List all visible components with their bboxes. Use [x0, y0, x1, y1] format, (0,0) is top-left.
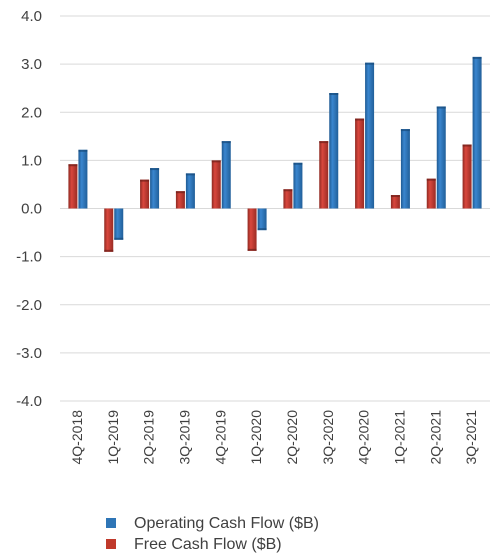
- bar-operating-cash-flow-cap: [365, 62, 375, 65]
- y-tick-label: 0.0: [21, 201, 42, 218]
- bar-free-cash-flow: [355, 118, 365, 209]
- bar-operating-cash-flow-cap: [221, 141, 231, 144]
- y-tick-label: -3.0: [16, 345, 42, 362]
- bar-free-cash-flow: [319, 141, 329, 209]
- bar-operating-cash-flow: [78, 149, 88, 209]
- legend-swatch-free: [106, 539, 116, 549]
- bar-operating-cash-flow-cap: [472, 56, 482, 59]
- bar-free-cash-flow-cap: [175, 191, 185, 194]
- bar-operating-cash-flow: [329, 93, 339, 209]
- bar-free-cash-flow-cap: [247, 248, 257, 251]
- bar-operating-cash-flow: [400, 129, 410, 209]
- bar-free-cash-flow: [175, 191, 185, 209]
- bar-free-cash-flow-cap: [283, 189, 293, 192]
- y-tick-label: 3.0: [21, 56, 42, 73]
- bar-free-cash-flow: [140, 179, 150, 209]
- gridlines: [60, 15, 490, 402]
- bar-operating-cash-flow-cap: [150, 168, 160, 171]
- bar-operating-cash-flow: [114, 208, 124, 240]
- bar-free-cash-flow: [283, 189, 293, 209]
- bar-free-cash-flow: [211, 160, 221, 209]
- bar-operating-cash-flow: [436, 106, 446, 209]
- bars: [68, 56, 482, 252]
- y-tick-label: 4.0: [21, 8, 42, 25]
- legend-label-operating: Operating Cash Flow ($B): [134, 515, 319, 532]
- bar-operating-cash-flow-cap: [78, 149, 88, 152]
- bar-operating-cash-flow: [293, 162, 303, 209]
- x-tick-label: 4Q-2020: [356, 410, 372, 465]
- bar-operating-cash-flow-cap: [436, 106, 446, 109]
- bar-free-cash-flow: [390, 195, 400, 209]
- y-tick-label: -2.0: [16, 297, 42, 314]
- bar-operating-cash-flow-cap: [114, 237, 124, 240]
- legend-item-operating[interactable]: Operating Cash Flow ($B): [106, 515, 319, 532]
- x-tick-label: 1Q-2021: [391, 410, 407, 465]
- bar-free-cash-flow: [104, 208, 114, 252]
- bar-operating-cash-flow: [221, 141, 231, 209]
- bar-free-cash-flow-cap: [462, 144, 472, 147]
- y-tick-label: -1.0: [16, 249, 42, 266]
- legend-swatch-operating: [106, 518, 116, 528]
- bar-operating-cash-flow: [472, 56, 482, 209]
- bar-free-cash-flow-cap: [68, 164, 78, 167]
- bar-operating-cash-flow-cap: [293, 162, 303, 165]
- bar-free-cash-flow-cap: [355, 118, 365, 121]
- y-tick-label: 1.0: [21, 152, 42, 169]
- bar-operating-cash-flow-cap: [400, 129, 410, 132]
- x-tick-label: 4Q-2019: [212, 410, 228, 465]
- x-axis-ticks: 4Q-2018 1Q-2019 2Q-2019 3Q-2019 4Q-2019 1Q-20…: [69, 410, 479, 465]
- x-tick-label: 2Q-2019: [141, 410, 157, 465]
- y-tick-label: -4.0: [16, 393, 42, 410]
- bar-operating-cash-flow: [365, 62, 375, 209]
- bar-free-cash-flow-cap: [140, 179, 150, 182]
- bar-operating-cash-flow: [257, 208, 267, 231]
- x-tick-label: 1Q-2020: [248, 410, 264, 465]
- bar-free-cash-flow: [68, 164, 78, 209]
- bar-operating-cash-flow-cap: [185, 173, 195, 176]
- bar-operating-cash-flow-cap: [329, 93, 339, 95]
- bar-free-cash-flow: [247, 208, 257, 251]
- bar-operating-cash-flow-cap: [257, 228, 267, 231]
- bar-free-cash-flow-cap: [104, 249, 114, 252]
- x-tick-label: 3Q-2020: [320, 410, 336, 465]
- x-tick-label: 2Q-2021: [427, 410, 443, 465]
- legend-label-free: Free Cash Flow ($B): [134, 536, 282, 553]
- bar-operating-cash-flow: [185, 173, 195, 209]
- y-tick-label: 2.0: [21, 104, 42, 121]
- bar-free-cash-flow: [426, 178, 436, 209]
- x-tick-label: 3Q-2021: [463, 410, 479, 465]
- bar-free-cash-flow-cap: [319, 141, 329, 144]
- bar-free-cash-flow-cap: [426, 178, 436, 181]
- bar-free-cash-flow-cap: [390, 195, 400, 198]
- bar-free-cash-flow: [462, 144, 472, 209]
- bar-free-cash-flow-cap: [211, 160, 221, 163]
- y-axis-ticks: 4.0 3.0 2.0 1.0 0.0 -1.0 -2.0 -3.0 -4.0: [16, 8, 42, 410]
- x-tick-label: 3Q-2019: [176, 410, 192, 465]
- bar-operating-cash-flow: [150, 168, 160, 209]
- x-tick-label: 4Q-2018: [69, 410, 85, 465]
- legend: Operating Cash Flow ($B) Free Cash Flow …: [106, 515, 319, 553]
- legend-item-free[interactable]: Free Cash Flow ($B): [106, 536, 282, 553]
- x-tick-label: 2Q-2020: [284, 410, 300, 465]
- x-tick-label: 1Q-2019: [105, 410, 121, 465]
